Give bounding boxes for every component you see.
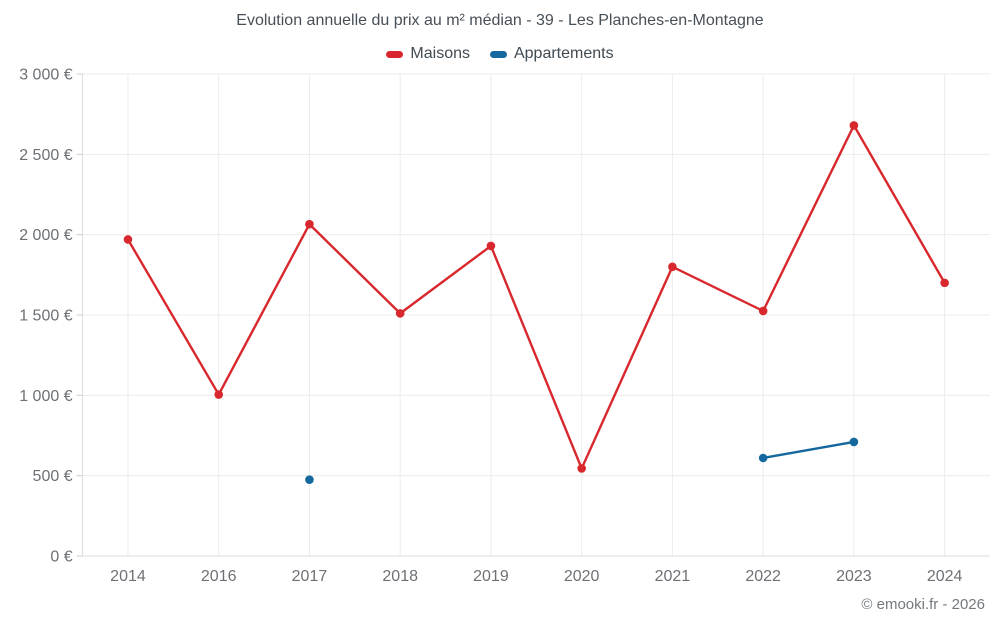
legend-item-appartements[interactable]: Appartements [489, 45, 614, 63]
y-tick-label: 1 500 € [19, 308, 72, 325]
data-point-maisons[interactable] [486, 241, 496, 251]
data-point-maisons[interactable] [668, 262, 677, 272]
data-point-maisons[interactable] [123, 235, 133, 244]
x-tick-label: 2023 [836, 568, 872, 585]
legend-swatch-appartements [489, 50, 507, 58]
data-point-maisons[interactable] [395, 309, 405, 318]
legend-item-maisons[interactable]: Maisons [386, 45, 470, 63]
x-tick-label: 2019 [473, 568, 509, 585]
x-tick-label: 2017 [292, 568, 328, 585]
data-point-maisons[interactable] [849, 121, 859, 130]
series-line-appartements [761, 440, 856, 460]
y-tick-label: 0 € [50, 549, 72, 566]
legend-swatch-maisons [386, 50, 404, 58]
x-tick-label: 2018 [382, 568, 418, 585]
series-line-maisons [126, 124, 946, 470]
y-tick-label: 500 € [33, 468, 73, 485]
watermark-text: © emooki.fr - 2026 [861, 596, 985, 613]
x-tick-label: 2016 [201, 568, 237, 585]
data-point-maisons[interactable] [577, 464, 586, 473]
x-tick-label: 2024 [927, 568, 963, 585]
data-point-appartements[interactable] [849, 437, 859, 447]
data-point-maisons[interactable] [940, 278, 949, 288]
data-point-maisons[interactable] [305, 219, 314, 229]
legend-label-maisons: Maisons [410, 45, 470, 62]
legend-label-appartements: Appartements [513, 45, 614, 62]
y-tick-label: 3 000 € [19, 67, 72, 84]
data-point-maisons[interactable] [214, 390, 224, 399]
data-point-appartements[interactable] [305, 475, 314, 484]
data-point-appartements[interactable] [758, 453, 768, 463]
x-tick-label: 2022 [745, 568, 781, 585]
y-tick-label: 2 000 € [19, 227, 72, 244]
x-tick-label: 2021 [655, 568, 691, 585]
y-tick-label: 1 000 € [19, 388, 72, 405]
y-tick-label: 2 500 € [19, 147, 72, 164]
chart-title: Evolution annuelle du prix au m² médian … [236, 12, 764, 29]
x-tick-label: 2020 [564, 568, 600, 585]
x-tick-label: 2014 [110, 568, 146, 585]
data-point-maisons[interactable] [758, 306, 768, 316]
chart-legend: Maisons Appartements [0, 45, 1000, 63]
